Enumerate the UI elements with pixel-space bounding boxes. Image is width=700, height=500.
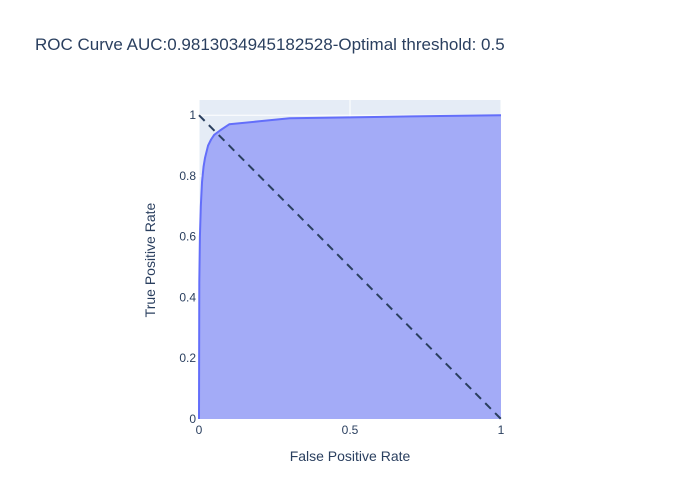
y-tick-label: 0.4: [179, 290, 196, 304]
x-axis-title: False Positive Rate: [290, 448, 411, 464]
y-tick-label: 0.6: [179, 230, 196, 244]
y-tick-label: 0.8: [179, 169, 196, 183]
roc-curve-line: [198, 114, 502, 420]
y-tick-label: 0.2: [179, 351, 196, 365]
tick-labels: 0 0.5 1 0 0.2 0.4 0.6 0.8 1: [179, 108, 504, 437]
series-lines: [198, 114, 502, 420]
x-tick-label: 1: [498, 423, 505, 437]
y-tick-label: 0: [189, 412, 196, 426]
x-tick-label: 0.5: [342, 423, 359, 437]
reference-diagonal-line: [198, 114, 502, 420]
y-tick-label: 1: [189, 108, 196, 122]
y-axis-title: True Positive Rate: [142, 202, 158, 317]
chart-title: ROC Curve AUC:0.9813034945182528-Optimal…: [35, 35, 505, 54]
x-tick-label: 0: [196, 423, 203, 437]
